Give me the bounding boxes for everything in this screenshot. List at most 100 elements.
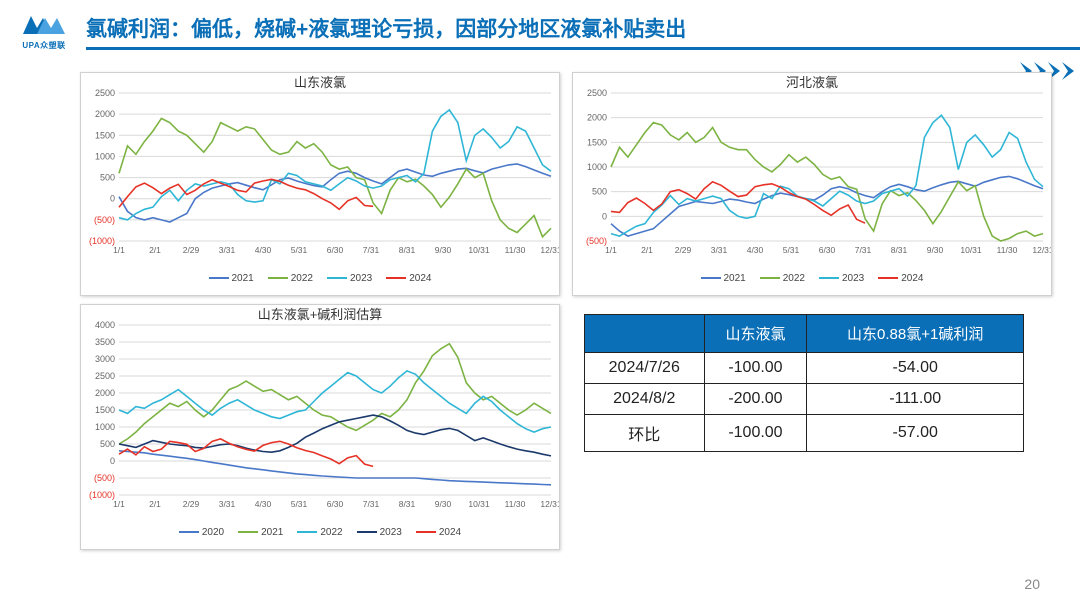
svg-text:2500: 2500 bbox=[95, 88, 115, 98]
svg-text:2/1: 2/1 bbox=[641, 245, 653, 255]
svg-text:1000: 1000 bbox=[95, 422, 115, 432]
chart-legend: 2021 2022 2023 2024 bbox=[81, 271, 559, 288]
title-underline bbox=[86, 47, 1080, 50]
legend-item: 2021 bbox=[701, 273, 746, 284]
legend-item: 2021 bbox=[209, 273, 254, 284]
logo: UPA众塑联 bbox=[14, 12, 74, 51]
svg-text:11/30: 11/30 bbox=[505, 499, 526, 509]
svg-text:12/31: 12/31 bbox=[1032, 245, 1051, 255]
legend-item: 2020 bbox=[179, 527, 224, 538]
svg-text:3/31: 3/31 bbox=[711, 245, 728, 255]
data-table: 山东液氯 山东0.88氯+1碱利润 2024/7/26 -100.00 -54.… bbox=[584, 314, 1024, 452]
svg-text:2500: 2500 bbox=[95, 371, 115, 381]
th-profit: 山东0.88氯+1碱利润 bbox=[807, 315, 1024, 353]
svg-text:5/31: 5/31 bbox=[291, 499, 308, 509]
header: UPA众塑联 氯碱利润：偏低，烧碱+液氯理论亏损，因部分地区液氯补贴卖出 bbox=[0, 0, 1080, 62]
legend-item: 2024 bbox=[878, 273, 923, 284]
svg-text:5/31: 5/31 bbox=[291, 245, 308, 255]
svg-text:2000: 2000 bbox=[587, 113, 607, 123]
svg-text:3/31: 3/31 bbox=[219, 499, 236, 509]
svg-text:2000: 2000 bbox=[95, 388, 115, 398]
chart-hb-liquid-cl: 河北液氯(500)050010001500200025001/12/12/293… bbox=[572, 72, 1052, 296]
svg-text:1500: 1500 bbox=[587, 137, 607, 147]
svg-text:2/29: 2/29 bbox=[675, 245, 692, 255]
legend-item: 2023 bbox=[357, 527, 402, 538]
title-box: 氯碱利润：偏低，烧碱+液氯理论亏损，因部分地区液氯补贴卖出 bbox=[74, 13, 1060, 50]
chart-sd-profit-est: 山东液氯+碱利润估算 (1000) (500) 0 500 1000 1500 2000 250… bbox=[80, 304, 560, 550]
svg-text:500: 500 bbox=[592, 187, 607, 197]
table-row: 2024/8/2 -200.00 -111.00 bbox=[585, 384, 1024, 415]
svg-text:0: 0 bbox=[110, 456, 115, 466]
chart-legend: 2021 2022 2023 2024 bbox=[573, 271, 1051, 288]
svg-text:2/1: 2/1 bbox=[149, 499, 161, 509]
svg-text:2/29: 2/29 bbox=[183, 245, 200, 255]
svg-text:9/30: 9/30 bbox=[435, 499, 452, 509]
svg-text:4/30: 4/30 bbox=[747, 245, 764, 255]
svg-text:2/1: 2/1 bbox=[149, 245, 161, 255]
svg-text:9/30: 9/30 bbox=[435, 245, 452, 255]
page-number: 20 bbox=[1024, 576, 1040, 592]
svg-text:1500: 1500 bbox=[95, 405, 115, 415]
svg-text:8/31: 8/31 bbox=[399, 245, 416, 255]
svg-text:2/29: 2/29 bbox=[183, 499, 200, 509]
chart-legend: 2020 2021 2022 2023 2024 bbox=[81, 525, 559, 542]
svg-text:3000: 3000 bbox=[95, 354, 115, 364]
svg-text:(500): (500) bbox=[586, 236, 607, 246]
svg-text:10/31: 10/31 bbox=[468, 499, 490, 509]
svg-text:5/31: 5/31 bbox=[783, 245, 800, 255]
legend-item: 2024 bbox=[416, 527, 461, 538]
svg-text:2500: 2500 bbox=[587, 88, 607, 98]
svg-text:8/31: 8/31 bbox=[891, 245, 908, 255]
svg-text:河北液氯: 河北液氯 bbox=[786, 75, 838, 90]
svg-text:8/31: 8/31 bbox=[399, 499, 416, 509]
svg-text:12/31: 12/31 bbox=[540, 245, 559, 255]
legend-item: 2023 bbox=[819, 273, 864, 284]
svg-text:6/30: 6/30 bbox=[327, 245, 344, 255]
svg-text:7/31: 7/31 bbox=[363, 499, 380, 509]
svg-text:3/31: 3/31 bbox=[219, 245, 236, 255]
svg-text:7/31: 7/31 bbox=[855, 245, 872, 255]
svg-text:3500: 3500 bbox=[95, 337, 115, 347]
svg-text:2000: 2000 bbox=[95, 109, 115, 119]
chart-sd-liquid-cl: 山东液氯(1000)(500)050010001500200025001/12/… bbox=[80, 72, 560, 296]
svg-text:10/31: 10/31 bbox=[960, 245, 982, 255]
svg-text:500: 500 bbox=[100, 173, 115, 183]
upa-logo-icon bbox=[21, 12, 67, 40]
logo-text: UPA众塑联 bbox=[22, 40, 65, 51]
page-title: 氯碱利润：偏低，烧碱+液氯理论亏损，因部分地区液氯补贴卖出 bbox=[86, 13, 1060, 43]
svg-text:0: 0 bbox=[110, 194, 115, 204]
svg-text:1/1: 1/1 bbox=[605, 245, 617, 255]
svg-text:9/30: 9/30 bbox=[927, 245, 944, 255]
legend-item: 2023 bbox=[327, 273, 372, 284]
svg-text:6/30: 6/30 bbox=[819, 245, 836, 255]
svg-text:1/1: 1/1 bbox=[113, 245, 125, 255]
svg-text:1000: 1000 bbox=[587, 162, 607, 172]
svg-text:1000: 1000 bbox=[95, 151, 115, 161]
svg-text:(1000): (1000) bbox=[89, 490, 115, 500]
svg-text:1/1: 1/1 bbox=[113, 499, 125, 509]
svg-text:(500): (500) bbox=[94, 215, 115, 225]
svg-text:10/31: 10/31 bbox=[468, 245, 490, 255]
svg-text:4/30: 4/30 bbox=[255, 245, 272, 255]
svg-text:500: 500 bbox=[100, 439, 115, 449]
svg-text:11/30: 11/30 bbox=[997, 245, 1018, 255]
legend-item: 2022 bbox=[760, 273, 805, 284]
svg-text:12/31: 12/31 bbox=[540, 499, 559, 509]
svg-text:1500: 1500 bbox=[95, 130, 115, 140]
th-blank bbox=[585, 315, 705, 353]
slide: UPA众塑联 氯碱利润：偏低，烧碱+液氯理论亏损，因部分地区液氯补贴卖出 山东液… bbox=[0, 0, 1080, 608]
svg-text:6/30: 6/30 bbox=[327, 499, 344, 509]
svg-text:4000: 4000 bbox=[95, 320, 115, 330]
svg-text:7/31: 7/31 bbox=[363, 245, 380, 255]
table-row: 2024/7/26 -100.00 -54.00 bbox=[585, 353, 1024, 384]
table-row: 环比 -100.00 -57.00 bbox=[585, 415, 1024, 452]
legend-item: 2021 bbox=[238, 527, 283, 538]
legend-item: 2024 bbox=[386, 273, 431, 284]
svg-text:4/30: 4/30 bbox=[255, 499, 272, 509]
svg-text:山东液氯+碱利润估算: 山东液氯+碱利润估算 bbox=[258, 307, 383, 322]
svg-text:11/30: 11/30 bbox=[505, 245, 526, 255]
th-sd: 山东液氯 bbox=[704, 315, 807, 353]
legend-item: 2022 bbox=[268, 273, 313, 284]
legend-item: 2022 bbox=[297, 527, 342, 538]
svg-text:(500): (500) bbox=[94, 473, 115, 483]
